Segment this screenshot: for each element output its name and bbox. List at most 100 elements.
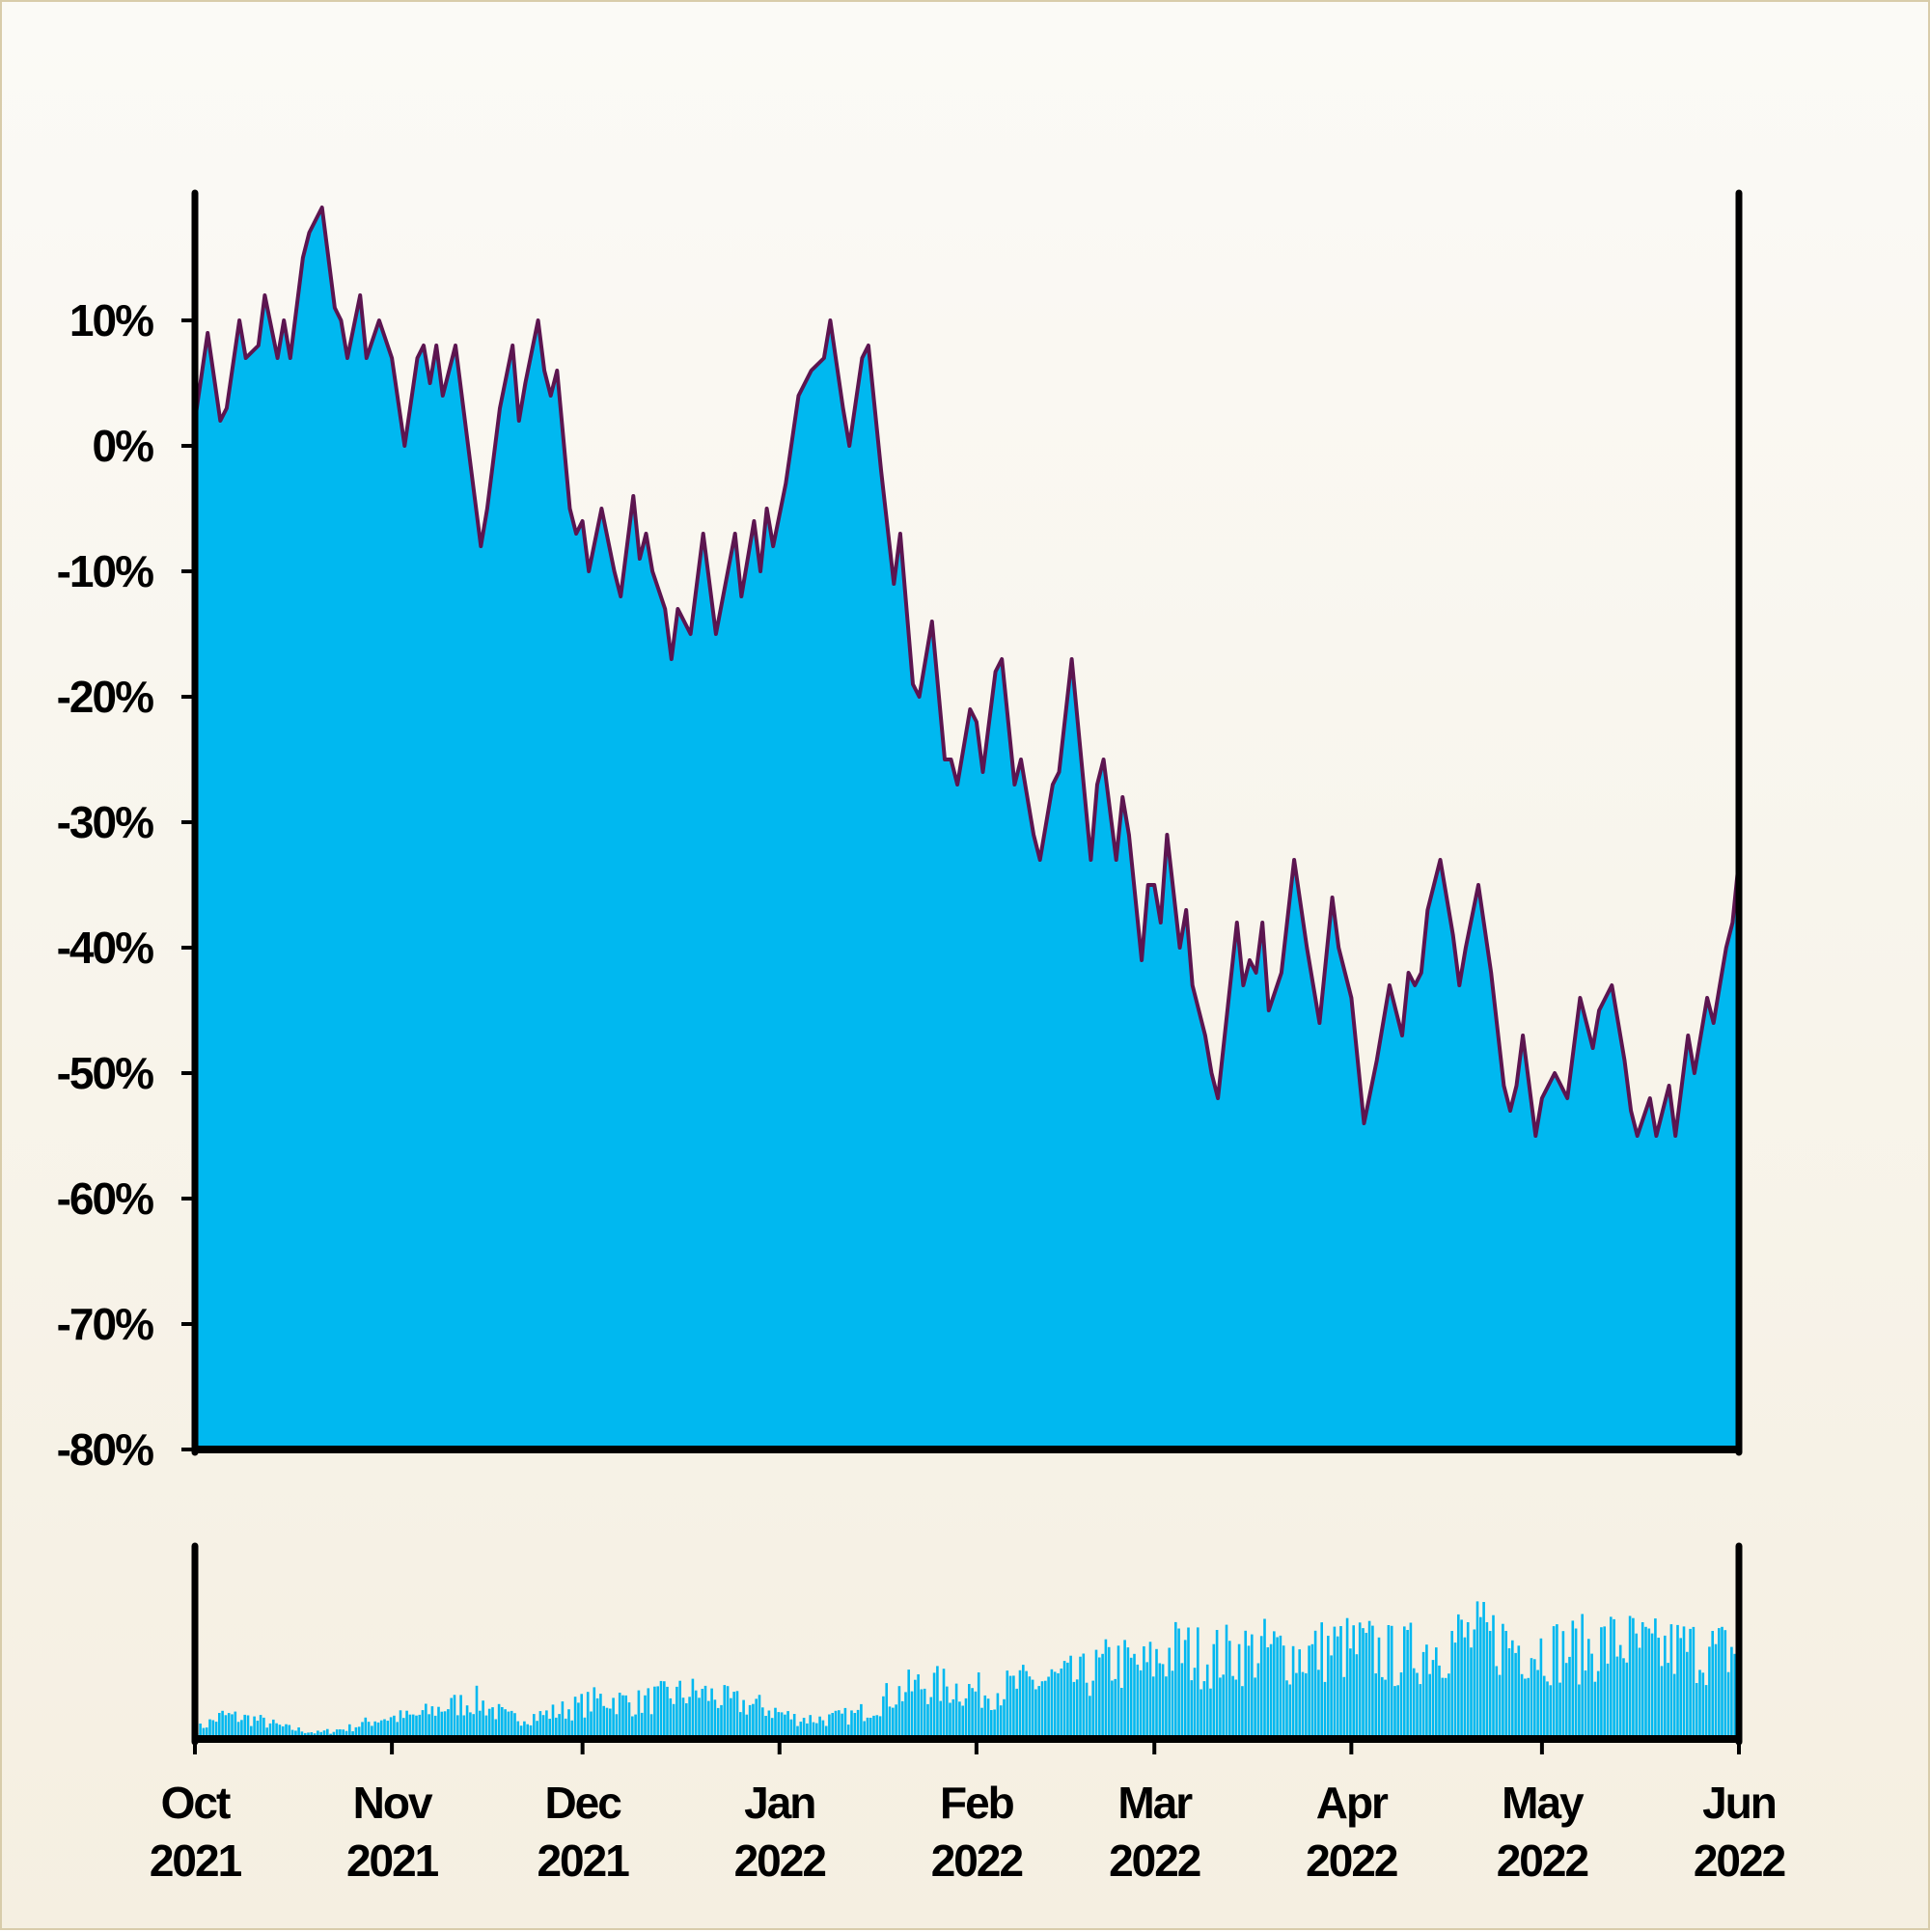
price-panel: [193, 206, 1741, 1449]
volume-bar: [730, 1697, 732, 1739]
volume-bar: [1047, 1676, 1050, 1739]
volume-bar: [1593, 1681, 1597, 1739]
volume-bar: [1514, 1652, 1517, 1739]
volume-bar: [1143, 1646, 1145, 1739]
volume-bar: [425, 1703, 427, 1739]
volume-bar: [367, 1722, 371, 1739]
volume-bar: [1057, 1672, 1060, 1739]
volume-bar: [971, 1688, 974, 1739]
volume-bar: [1111, 1680, 1114, 1739]
volume-bar: [1502, 1623, 1504, 1739]
volume-bar: [1475, 1601, 1479, 1739]
volume-bar: [453, 1695, 456, 1739]
volume-bar: [799, 1722, 803, 1739]
volume-bar: [1367, 1620, 1371, 1739]
volume-bar: [1313, 1630, 1317, 1739]
volume-bar: [240, 1720, 243, 1739]
volume-bar: [1438, 1665, 1441, 1739]
volume-bar: [1556, 1624, 1558, 1739]
volume-bar: [732, 1692, 735, 1739]
volume-bar: [1488, 1631, 1492, 1739]
x-tick-label-month: May: [1502, 1778, 1585, 1828]
volume-bar: [1726, 1671, 1730, 1739]
volume-bar: [755, 1698, 758, 1739]
volume-bar: [723, 1685, 727, 1739]
volume-bar: [586, 1692, 590, 1739]
volume-bar: [265, 1727, 268, 1739]
volume-bar: [1596, 1670, 1600, 1739]
volume-bar: [1428, 1673, 1431, 1739]
y-tick-label: -70%: [57, 1299, 153, 1349]
volume-bar: [1584, 1670, 1587, 1739]
volume-bar: [860, 1703, 863, 1739]
volume-bar: [1273, 1631, 1276, 1739]
volume-bar: [593, 1687, 596, 1739]
volume-bar: [1536, 1670, 1539, 1739]
volume-bar: [1384, 1679, 1387, 1739]
volume-bar: [802, 1718, 806, 1739]
volume-bar: [342, 1729, 345, 1739]
volume-bar: [1695, 1683, 1698, 1739]
volume-bar: [1701, 1672, 1705, 1739]
volume-bar: [1613, 1618, 1615, 1739]
volume-bar: [1082, 1653, 1086, 1739]
volume-bar: [513, 1713, 516, 1739]
volume-bar: [843, 1707, 847, 1739]
volume-bar: [1463, 1637, 1467, 1739]
volume-bar: [818, 1716, 821, 1739]
volume-bar: [1419, 1684, 1422, 1739]
volume-bar: [459, 1695, 462, 1739]
volume-bar: [784, 1714, 786, 1739]
volume-bar: [786, 1711, 789, 1739]
volume-bar: [739, 1712, 742, 1739]
volume-bar: [1558, 1682, 1561, 1739]
volume-bar: [726, 1686, 730, 1739]
volume-bar: [243, 1714, 246, 1739]
volume-bar: [1676, 1624, 1679, 1739]
volume-bar: [1492, 1615, 1495, 1739]
volume-bar: [533, 1714, 536, 1739]
volume-bar: [526, 1724, 529, 1739]
volume-bar: [1504, 1631, 1507, 1739]
volume-bar: [1441, 1677, 1445, 1739]
volume-bar: [1723, 1630, 1727, 1739]
volume-bar: [1282, 1645, 1285, 1739]
volume-bar: [954, 1683, 958, 1739]
volume-bar: [1060, 1669, 1063, 1739]
volume-bar: [1412, 1668, 1416, 1739]
volume-bar: [1330, 1655, 1333, 1739]
volume-bar: [1704, 1685, 1708, 1739]
volume-bar: [1015, 1688, 1018, 1739]
volume-bar: [1396, 1685, 1399, 1739]
x-tick-label-year: 2021: [150, 1835, 242, 1886]
x-tick-label-year: 2021: [537, 1835, 629, 1886]
volume-bar: [583, 1717, 587, 1739]
volume-bar: [348, 1724, 351, 1739]
volume-bar: [1667, 1663, 1669, 1739]
x-tick-label-year: 2022: [734, 1835, 826, 1886]
volume-bar: [1120, 1688, 1123, 1739]
volume-bar: [1552, 1626, 1556, 1739]
volume-bar: [1625, 1662, 1629, 1739]
volume-bar: [221, 1710, 224, 1739]
y-tick-label: -20%: [57, 672, 153, 722]
volume-bar: [393, 1715, 396, 1739]
volume-bar: [379, 1720, 383, 1739]
volume-bar: [1190, 1680, 1194, 1739]
x-tick-label-year: 2022: [1109, 1835, 1200, 1886]
volume-bar: [437, 1706, 440, 1739]
volume-bar: [838, 1710, 841, 1739]
volume-bar: [872, 1715, 875, 1739]
y-tick-label: -80%: [57, 1424, 153, 1475]
volume-bar: [1104, 1639, 1108, 1739]
volume-bar: [923, 1688, 926, 1739]
volume-bar: [691, 1678, 695, 1739]
volume-bar: [1533, 1659, 1536, 1739]
volume-bar: [986, 1698, 990, 1739]
volume-bar: [929, 1697, 933, 1739]
volume-bar: [427, 1714, 430, 1739]
volume-bar: [1574, 1628, 1578, 1739]
volume-bar: [1279, 1635, 1282, 1739]
volume-bar: [888, 1706, 892, 1739]
volume-bar: [1358, 1622, 1362, 1739]
